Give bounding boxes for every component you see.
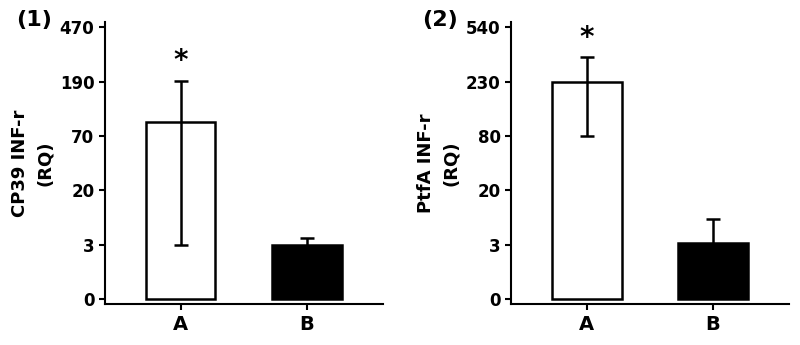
- Text: *: *: [174, 47, 188, 75]
- Text: (1): (1): [16, 10, 52, 30]
- Bar: [146, 122, 215, 299]
- Text: (2): (2): [422, 10, 458, 30]
- Y-axis label: CP39 INF-r
(RQ): CP39 INF-r (RQ): [11, 109, 54, 217]
- Text: *: *: [579, 23, 594, 51]
- Bar: [272, 245, 342, 299]
- Bar: [552, 81, 622, 299]
- Bar: [678, 243, 748, 299]
- Y-axis label: PtfA INF-r
(RQ): PtfA INF-r (RQ): [418, 114, 460, 213]
